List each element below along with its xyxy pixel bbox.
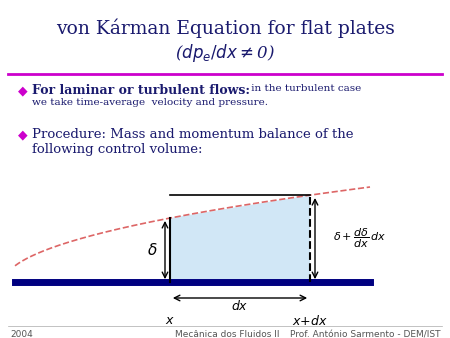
Text: following control volume:: following control volume: [32,143,202,156]
Text: ◆: ◆ [18,84,27,97]
Text: in the turbulent case: in the turbulent case [248,84,361,93]
Text: Prof. António Sarmento - DEM/IST: Prof. António Sarmento - DEM/IST [290,330,441,338]
Text: Procedure: Mass and momentum balance of the: Procedure: Mass and momentum balance of … [32,128,354,141]
Text: ($dp_e/dx\neq$0): ($dp_e/dx\neq$0) [175,42,275,64]
Text: Mecânica dos Fluidos II: Mecânica dos Fluidos II [175,330,279,338]
Text: we take time-average  velocity and pressure.: we take time-average velocity and pressu… [32,98,268,107]
Text: 2004: 2004 [10,330,33,338]
Text: von Kárman Equation for flat plates: von Kárman Equation for flat plates [55,18,395,38]
Text: $\delta$: $\delta$ [147,242,158,258]
Text: For laminar or turbulent flows:: For laminar or turbulent flows: [32,84,250,97]
Text: $x{+}dx$: $x{+}dx$ [292,314,328,328]
Text: $\delta + \dfrac{d\delta}{dx}\,dx$: $\delta + \dfrac{d\delta}{dx}\,dx$ [333,227,387,250]
Text: ◆: ◆ [18,128,27,141]
Text: $dx$: $dx$ [231,299,249,313]
Polygon shape [170,195,310,282]
Text: $x$: $x$ [165,314,175,327]
